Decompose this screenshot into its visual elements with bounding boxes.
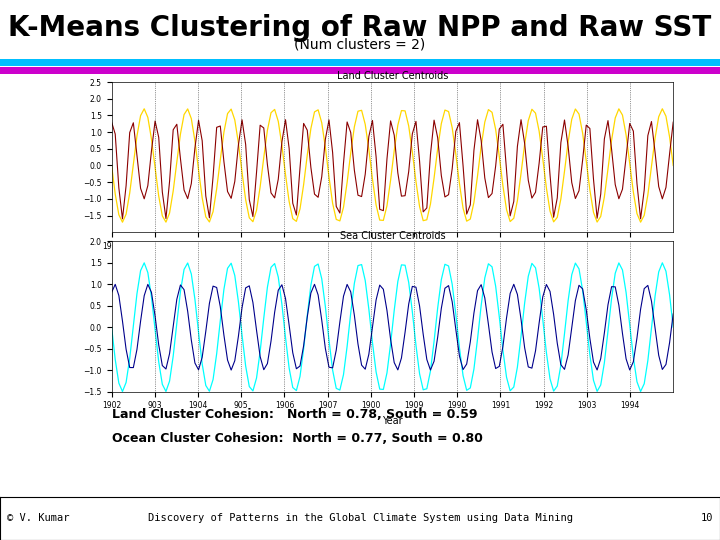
Text: Ocean Cluster Cohesion:  North = 0.77, South = 0.80: Ocean Cluster Cohesion: North = 0.77, So… [112, 432, 482, 445]
Title: Sea Cluster Centroids: Sea Cluster Centroids [340, 231, 445, 241]
Title: Land Cluster Centroids: Land Cluster Centroids [337, 71, 448, 82]
Text: Land Cluster Cohesion:   North = 0.78, South = 0.59: Land Cluster Cohesion: North = 0.78, Sou… [112, 408, 477, 421]
Text: 10: 10 [701, 514, 713, 523]
X-axis label: Year: Year [382, 416, 402, 426]
Text: K-Means Clustering of Raw NPP and Raw SST: K-Means Clustering of Raw NPP and Raw SS… [9, 14, 711, 42]
Text: (Num clusters = 2): (Num clusters = 2) [294, 38, 426, 52]
X-axis label: Year: Year [382, 256, 402, 266]
Text: © V. Kumar: © V. Kumar [7, 514, 70, 523]
Text: Discovery of Patterns in the Global Climate System using Data Mining: Discovery of Patterns in the Global Clim… [148, 514, 572, 523]
